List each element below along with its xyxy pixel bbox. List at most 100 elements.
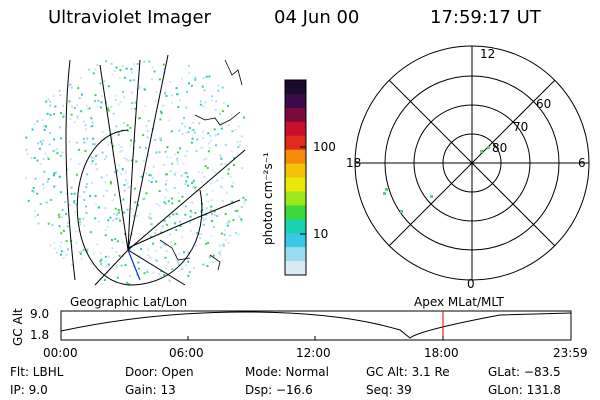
image-pixel	[71, 263, 74, 266]
image-pixel	[136, 63, 139, 65]
image-pixel	[164, 150, 167, 153]
polar-diagonal	[388, 79, 556, 247]
image-pixel	[221, 86, 224, 89]
image-pixel	[107, 219, 110, 222]
geo-meridian-line	[99, 64, 129, 251]
image-pixel	[25, 136, 28, 139]
image-pixel	[167, 119, 170, 122]
image-pixel	[205, 242, 208, 245]
image-pixel	[42, 186, 45, 189]
image-pixel	[104, 228, 107, 231]
image-pixel	[42, 125, 45, 128]
image-pixel	[240, 205, 243, 208]
image-pixel	[149, 235, 152, 238]
image-pixel	[47, 98, 50, 101]
image-pixel	[144, 105, 147, 108]
image-pixel	[201, 85, 204, 88]
image-pixel	[67, 85, 70, 88]
image-pixel	[190, 141, 193, 144]
colorbar-tick-label-100: 100	[313, 140, 336, 154]
image-pixel	[170, 241, 173, 244]
image-pixel	[126, 124, 129, 127]
image-pixel	[137, 204, 139, 207]
image-pixel	[146, 268, 149, 271]
image-pixel	[90, 181, 93, 184]
image-pixel	[179, 99, 181, 102]
image-pixel	[77, 87, 80, 90]
image-pixel	[58, 89, 61, 92]
ip-info: IP: 9.0	[10, 383, 48, 397]
x-tick-label-1800: 18:00	[424, 346, 459, 360]
image-pixel	[42, 183, 44, 186]
image-pixel	[165, 223, 168, 226]
image-pixel	[214, 213, 217, 216]
image-pixel	[240, 220, 243, 223]
seq-info: Seq: 39	[366, 383, 412, 397]
image-pixel	[164, 92, 167, 95]
image-pixel	[125, 158, 128, 161]
image-pixel	[203, 105, 206, 108]
polar-grid	[354, 45, 590, 281]
image-pixel	[100, 258, 103, 261]
image-pixel	[202, 76, 205, 79]
image-pixel	[167, 200, 170, 203]
image-pixel	[47, 222, 50, 225]
image-pixel	[109, 216, 112, 219]
image-pixel	[53, 172, 56, 175]
image-pixel	[83, 137, 85, 140]
image-pixel	[166, 189, 169, 192]
image-pixel	[92, 252, 95, 255]
image-pixel	[89, 125, 92, 128]
image-pixel	[113, 70, 116, 73]
image-pixel	[199, 100, 202, 103]
image-pixel	[166, 156, 169, 159]
image-pixel	[119, 219, 121, 222]
image-pixel	[54, 105, 57, 108]
image-pixel	[59, 245, 62, 248]
geo-coastline	[194, 111, 241, 126]
image-pixel	[229, 175, 232, 178]
image-pixel	[30, 157, 33, 159]
image-pixel	[129, 126, 132, 129]
image-pixel	[219, 185, 222, 188]
image-pixel	[184, 183, 187, 185]
image-pixel	[97, 220, 100, 223]
image-pixel	[159, 275, 162, 278]
image-pixel	[231, 130, 234, 133]
image-pixel	[47, 157, 50, 160]
image-pixel	[196, 231, 198, 234]
image-pixel	[162, 63, 165, 66]
image-pixel	[94, 195, 97, 198]
image-pixel	[224, 143, 227, 146]
image-pixel	[113, 193, 116, 196]
image-pixel	[201, 171, 204, 174]
image-pixel	[140, 248, 143, 250]
image-pixel	[66, 168, 69, 171]
image-pixel	[226, 192, 228, 195]
image-pixel	[185, 106, 188, 109]
image-pixel	[70, 192, 73, 195]
image-pixel	[224, 213, 227, 216]
image-pixel	[236, 141, 239, 143]
image-pixel	[107, 255, 110, 258]
image-pixel	[117, 209, 120, 211]
image-pixel	[228, 220, 231, 223]
image-pixel	[234, 129, 237, 131]
y-tick-label-1.8: 1.8	[30, 328, 50, 342]
image-pixel	[385, 188, 388, 191]
image-pixel	[217, 133, 220, 136]
image-pixel	[240, 218, 243, 221]
image-pixel	[83, 199, 86, 201]
image-pixel	[237, 233, 240, 236]
image-pixel	[175, 257, 178, 260]
image-pixel	[208, 75, 211, 78]
image-pixel	[117, 164, 120, 167]
image-pixel	[75, 141, 78, 144]
image-pixel	[163, 67, 166, 70]
image-pixel	[36, 213, 39, 216]
image-pixel	[176, 157, 179, 160]
image-pixel	[88, 68, 90, 71]
image-pixel	[153, 70, 156, 73]
dsp-info: Dsp: −16.6	[245, 383, 313, 397]
image-pixel	[163, 219, 166, 222]
